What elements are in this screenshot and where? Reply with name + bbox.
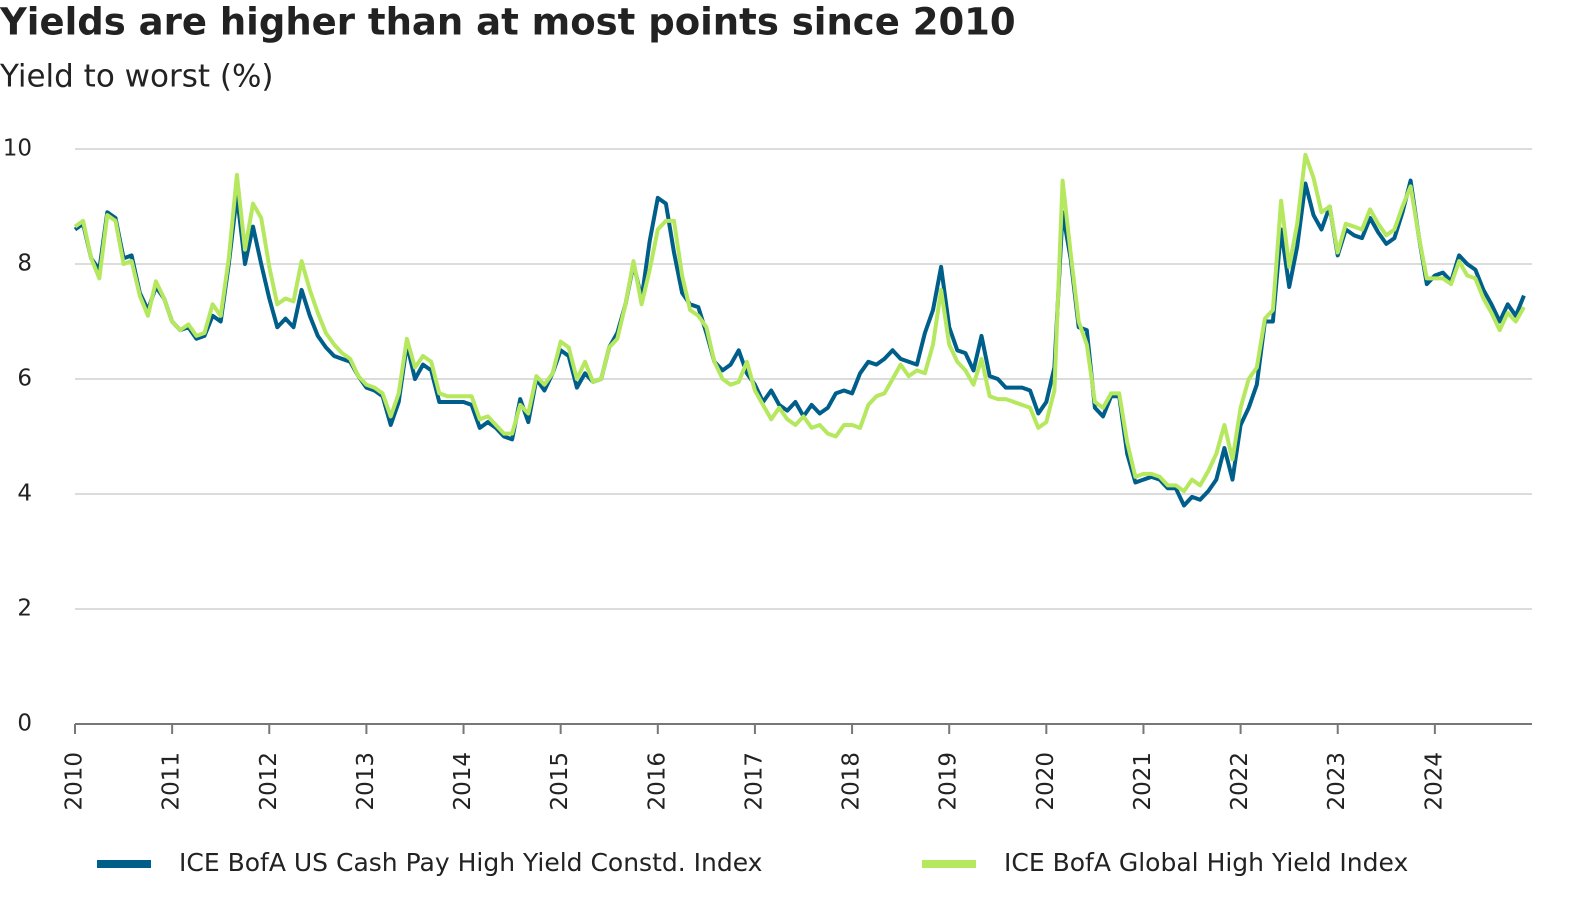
- x-tick-label: 2010: [62, 752, 88, 811]
- x-tick-label: 2017: [741, 752, 767, 811]
- x-tick-label: 2021: [1130, 752, 1156, 811]
- x-tick-label: 2016: [644, 752, 670, 811]
- x-tick-label: 2023: [1324, 752, 1350, 811]
- x-tick-label: 2022: [1227, 752, 1253, 811]
- x-tick-label: 2011: [159, 752, 185, 811]
- legend-label: ICE BofA US Cash Pay High Yield Constd. …: [179, 848, 762, 877]
- chart-subtitle: Yield to worst (%): [0, 59, 274, 95]
- series-line: [73, 152, 1526, 494]
- y-tick-label: 6: [17, 366, 32, 392]
- y-tick-label: 2: [17, 596, 32, 622]
- chart-title: Yields are higher than at most points si…: [0, 1, 1016, 44]
- x-tick-label: 2014: [450, 752, 476, 811]
- x-tick-label: 2019: [936, 752, 962, 811]
- y-tick-label: 8: [17, 251, 32, 277]
- y-tick-label: 4: [17, 481, 32, 507]
- x-tick-label: 2024: [1421, 752, 1447, 811]
- x-tick-label: 2018: [839, 752, 865, 811]
- series-line: [73, 178, 1526, 508]
- legend-label: ICE BofA Global High Yield Index: [1004, 848, 1408, 877]
- x-tick-label: 2012: [256, 752, 282, 811]
- x-tick-label: 2013: [353, 752, 379, 811]
- x-tick-label: 2020: [1033, 752, 1059, 811]
- y-tick-label: 0: [17, 711, 32, 737]
- x-tick-label: 2015: [547, 752, 573, 811]
- y-tick-label: 10: [3, 136, 32, 162]
